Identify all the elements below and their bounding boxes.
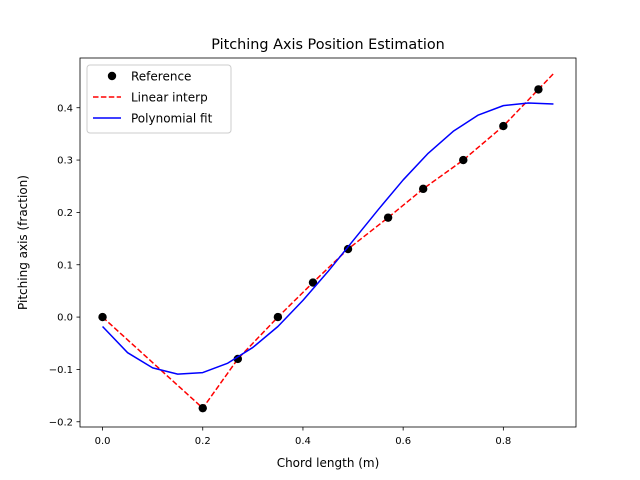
reference-point (383, 213, 393, 222)
reference-point (198, 403, 207, 413)
reference-point (233, 354, 243, 364)
plot-marks (98, 73, 554, 413)
reference-point (418, 184, 428, 194)
y-tick-label: 0.2 (57, 208, 73, 219)
legend: Reference Linear interp Polynomial fit (86, 64, 232, 134)
reference-point (98, 312, 107, 322)
polynomial-fit-line (102, 102, 554, 375)
reference-point (499, 121, 508, 131)
legend-linear-interp-label: Linear interp (131, 91, 208, 105)
y-tick-label: 0.3 (57, 156, 73, 167)
reference-point (459, 155, 468, 165)
reference-point (308, 278, 318, 287)
y-tick-label: 0.4 (57, 103, 73, 114)
axis-ticks: 0.0 0.2 0.4 0.6 0.8 −0.2 −0.1 0.0 0.1 0.2 0.3 0.4 (49, 103, 512, 447)
legend-frame (86, 64, 232, 134)
y-tick-label: 0.0 (57, 313, 73, 324)
x-tick-label: 0.0 (95, 436, 111, 447)
y-tick-label: 0.1 (57, 260, 73, 271)
y-tick-label: −0.1 (49, 365, 73, 376)
linear-interp-line (102, 73, 554, 410)
x-tick-label: 0.2 (195, 436, 211, 447)
reference-point (273, 312, 283, 322)
reference-point (534, 85, 543, 94)
reference-point (343, 244, 353, 254)
x-tick-label: 0.4 (295, 436, 311, 447)
y-axis-label: Pitching axis (fraction) (16, 175, 30, 310)
y-tick-label: −0.2 (49, 417, 73, 428)
plot-frame (79, 57, 577, 428)
chart-title: Pitching Axis Position Estimation (211, 37, 445, 53)
legend-polynomial-fit-label: Polynomial fit (131, 112, 213, 126)
x-tick-label: 0.6 (395, 436, 411, 447)
x-axis-label: Chord length (m) (277, 456, 380, 470)
legend-reference-label: Reference (131, 70, 191, 84)
x-tick-label: 0.8 (495, 436, 511, 447)
legend-reference-marker (107, 71, 117, 81)
